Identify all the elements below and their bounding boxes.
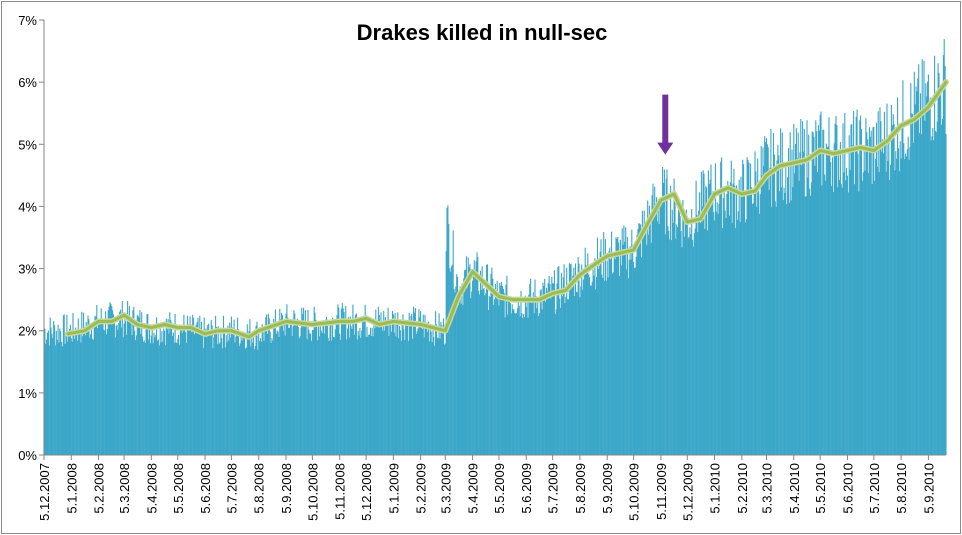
y-tick-label: 6%: [18, 75, 37, 90]
x-tick-label: 5.8.2008: [252, 463, 267, 514]
y-tick-label: 3%: [18, 262, 37, 277]
x-tick-label: 5.12.2008: [359, 463, 374, 521]
x-tick-label: 5.6.2010: [840, 463, 855, 514]
bars-layer: [43, 39, 947, 455]
x-tick-label: 5.12.2009: [680, 463, 695, 521]
annotation-layer: [657, 94, 674, 155]
x-tick-label: 5.5.2009: [492, 463, 507, 514]
x-tick-label: 5.5.2010: [813, 463, 828, 514]
y-tick-label: 0%: [18, 448, 37, 463]
x-tick-label: 5.9.2010: [921, 463, 936, 514]
x-tick-label: 5.1.2008: [64, 463, 79, 514]
x-tick-label: 5.4.2009: [466, 463, 481, 514]
y-tick-label: 2%: [18, 324, 37, 339]
x-tick-label: 5.5.2008: [171, 463, 186, 514]
x-tick-label: 5.12.2007: [37, 463, 52, 521]
down-arrow-marker: [657, 94, 674, 155]
y-tick-label: 4%: [18, 199, 37, 214]
x-tick-label: 5.6.2009: [519, 463, 534, 514]
x-tick-label: 5.7.2010: [867, 463, 882, 514]
x-tick-label: 5.11.2008: [333, 463, 348, 520]
x-tick-label: 5.4.2008: [144, 463, 159, 514]
x-tick-label: 5.2.2008: [92, 463, 107, 514]
y-tick-label: 7%: [18, 13, 37, 28]
chart-title: Drakes killed in null-sec: [357, 20, 608, 45]
y-tick-label: 5%: [18, 137, 37, 152]
x-tick-label: 5.1.2010: [708, 463, 723, 514]
axes-layer: 0% 1% 2% 3% 4% 5% 6% 7% 5.12.2007 5.1.2008 5.2.200…: [18, 13, 946, 521]
x-tick-label: 5.8.2009: [573, 463, 588, 514]
x-tick-label: 5.1.2009: [386, 463, 401, 514]
x-tick-label: 5.4.2010: [787, 463, 802, 514]
x-tick-label: 5.3.2010: [760, 463, 775, 514]
x-tick-label: 5.10.2009: [627, 463, 642, 521]
x-tick-label: 5.3.2008: [117, 463, 132, 514]
trend-layer: [64, 79, 949, 340]
x-tick-label: 5.9.2008: [279, 463, 294, 514]
x-tick-label: 5.9.2009: [600, 463, 615, 514]
y-tick-label: 1%: [18, 386, 37, 401]
x-tick-label: 5.2.2009: [414, 463, 429, 514]
x-tick-label: 5.7.2008: [224, 463, 239, 514]
x-tick-label: 5.7.2009: [546, 463, 561, 514]
x-tick-label: 5.11.2009: [654, 463, 669, 520]
x-tick-label: 5.3.2009: [438, 463, 453, 514]
trend-line: [66, 80, 948, 339]
x-tick-label: 5.2.2010: [735, 463, 750, 514]
x-tick-label: 5.10.2008: [305, 463, 320, 521]
x-tick-label: 5.6.2008: [198, 463, 213, 514]
x-tick-label: 5.8.2010: [894, 463, 909, 514]
